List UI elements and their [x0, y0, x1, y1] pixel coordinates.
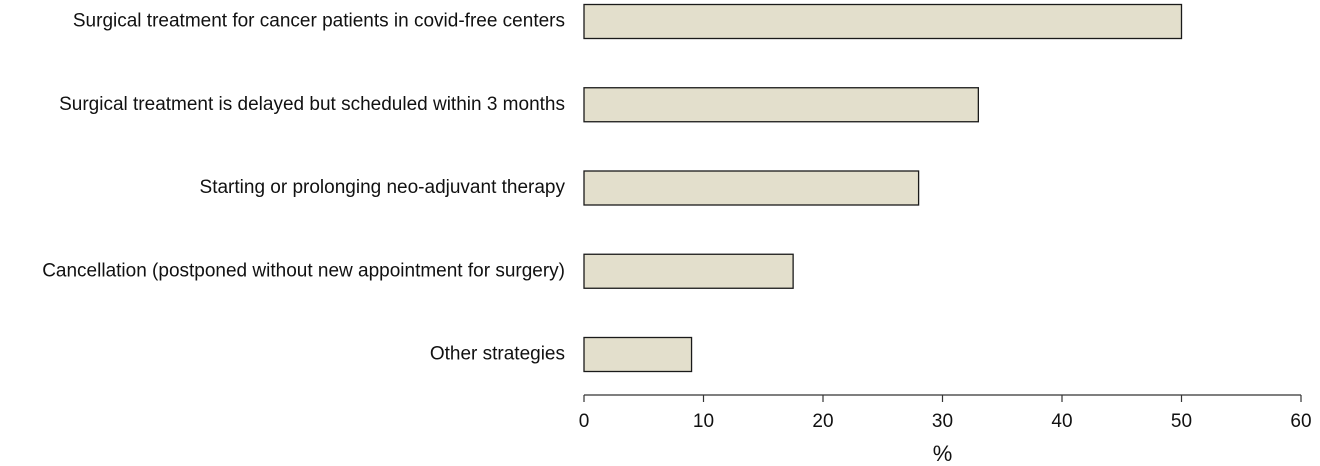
bar	[583, 336, 693, 373]
bar	[583, 170, 920, 206]
x-tick-label: 50	[1171, 411, 1192, 432]
y-tick-label: Cancellation (postponed without new appo…	[42, 260, 565, 281]
x-tick-label: 0	[579, 411, 590, 432]
bar	[583, 3, 1183, 40]
y-tick-label: Surgical treatment for cancer patients i…	[73, 11, 565, 32]
x-tick-label: 30	[932, 411, 953, 432]
bar	[583, 253, 794, 289]
x-tick-label: 60	[1290, 411, 1311, 432]
bar	[583, 87, 980, 123]
x-axis-label: %	[933, 441, 953, 466]
y-tick-label: Surgical treatment is delayed but schedu…	[59, 94, 565, 115]
y-tick-label: Starting or prolonging neo-adjuvant ther…	[200, 177, 566, 198]
x-tick-label: 10	[693, 411, 714, 432]
x-tick-label: 20	[812, 411, 833, 432]
y-tick-label: Other strategies	[430, 344, 565, 365]
x-tick-label: 40	[1051, 411, 1072, 432]
